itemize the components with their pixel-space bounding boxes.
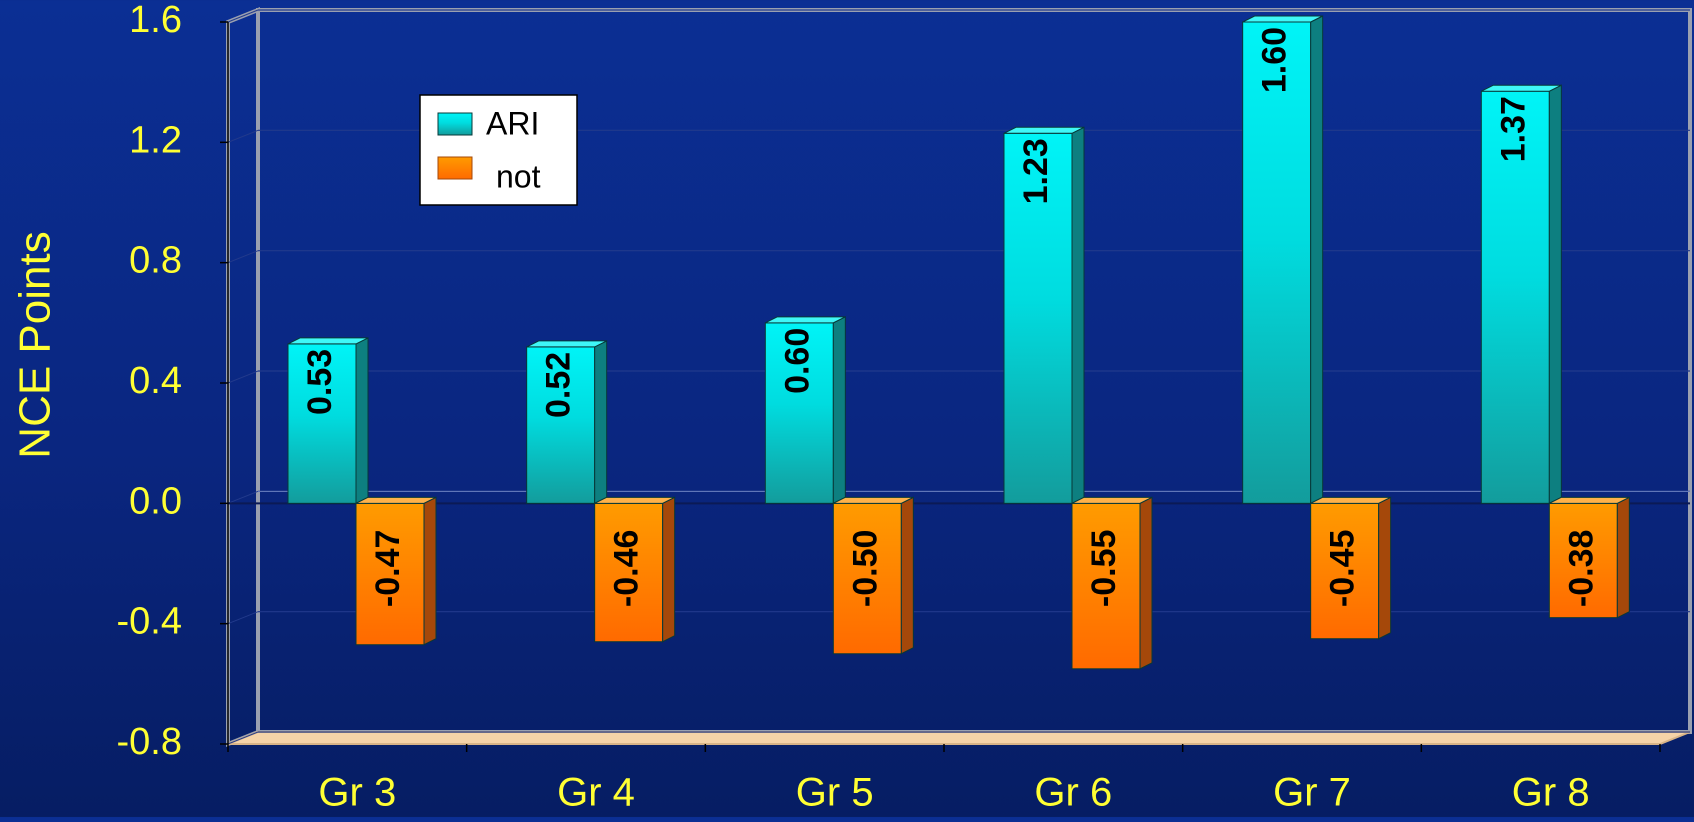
bar-ari — [526, 346, 596, 504]
bar-top — [287, 337, 369, 345]
data-label: -0.55 — [1085, 530, 1123, 608]
floor — [227, 731, 1691, 745]
bar-top — [1310, 496, 1391, 504]
bar-ari — [1242, 21, 1312, 504]
data-label: 1.60 — [1256, 27, 1294, 93]
x-tick-label: Gr 5 — [796, 771, 874, 815]
bar-side — [1139, 496, 1153, 670]
y-tick-label: -0.4 — [117, 601, 182, 643]
legend-label-not: not — [496, 158, 541, 194]
bar-side — [1616, 496, 1630, 619]
bar-side — [1548, 84, 1562, 505]
bar-top — [1003, 126, 1085, 134]
bar-side — [355, 337, 369, 505]
bar-top — [833, 496, 914, 504]
bar-not — [1548, 502, 1618, 619]
y-tick-label: 0.4 — [129, 360, 182, 402]
bar-side — [900, 496, 914, 655]
x-tick-label: Gr 6 — [1034, 771, 1112, 815]
bar-not — [594, 502, 664, 643]
gridline-depth — [227, 370, 259, 384]
data-label: -0.45 — [1324, 530, 1362, 608]
legend-label-ari: ARI — [486, 105, 539, 141]
data-label: -0.47 — [369, 530, 407, 608]
gridline-depth — [227, 250, 259, 264]
data-label: 1.37 — [1494, 96, 1532, 162]
bar-ari — [1480, 90, 1550, 504]
bar-top — [355, 496, 437, 504]
bar-ari — [764, 322, 834, 504]
axes: Gr 3 Gr 4 Gr 5 Gr 6 Gr 7 Gr 8 1.6 1.2 0.8 0.4 0.0 -… — [11, 0, 1661, 815]
bar-top — [594, 496, 675, 504]
bar-not — [832, 502, 902, 655]
bar-top — [1071, 496, 1153, 504]
bar-not — [1071, 502, 1141, 670]
bar-side — [832, 316, 846, 505]
gridline-depth — [227, 9, 259, 23]
legend-swatch-ari — [437, 112, 473, 136]
x-tick-label: Gr 3 — [318, 771, 396, 815]
legend: ARI not — [419, 94, 578, 206]
y-tick-label: -0.8 — [117, 721, 182, 763]
data-label: 0.60 — [778, 328, 816, 394]
data-label: 0.53 — [301, 349, 339, 415]
gridline-depth — [227, 731, 259, 745]
y-tick-label: 1.2 — [129, 119, 182, 161]
y-axis-title: NCE Points — [11, 231, 60, 458]
bar-top — [1481, 84, 1562, 92]
bar-side — [1071, 126, 1085, 505]
data-label: 1.23 — [1017, 138, 1055, 204]
gridline-depth — [227, 129, 259, 143]
bar-top — [765, 316, 846, 324]
bar-not — [355, 502, 425, 646]
bar-side — [662, 496, 676, 643]
bar-side — [1310, 15, 1324, 505]
y-tick-label: 0.0 — [129, 480, 182, 522]
y-tick-label: 1.6 — [129, 0, 182, 41]
legend-swatch-not — [437, 156, 473, 180]
bar-top — [526, 340, 607, 348]
data-label: 0.52 — [540, 352, 578, 418]
data-label: -0.38 — [1562, 530, 1600, 608]
data-label: -0.46 — [608, 530, 646, 608]
bar-top — [1242, 15, 1323, 23]
x-tick-label: Gr 8 — [1512, 771, 1590, 815]
gridline-depth — [227, 611, 259, 625]
y-tick-label: 0.8 — [129, 240, 182, 282]
bar-top — [1549, 496, 1630, 504]
bar-side — [423, 496, 437, 646]
x-tick-label: Gr 4 — [557, 771, 635, 815]
bar-side — [1378, 496, 1392, 640]
bars: 0.53 -0.47 0.52 -0.46 0.60 -0.50 1.23 -0.55 1.60… — [287, 15, 1630, 670]
data-label: -0.50 — [846, 530, 884, 608]
x-tick-label: Gr 7 — [1273, 771, 1351, 815]
bar-side — [594, 340, 608, 505]
gridline-depth — [227, 490, 259, 504]
gridlines — [227, 9, 1690, 745]
